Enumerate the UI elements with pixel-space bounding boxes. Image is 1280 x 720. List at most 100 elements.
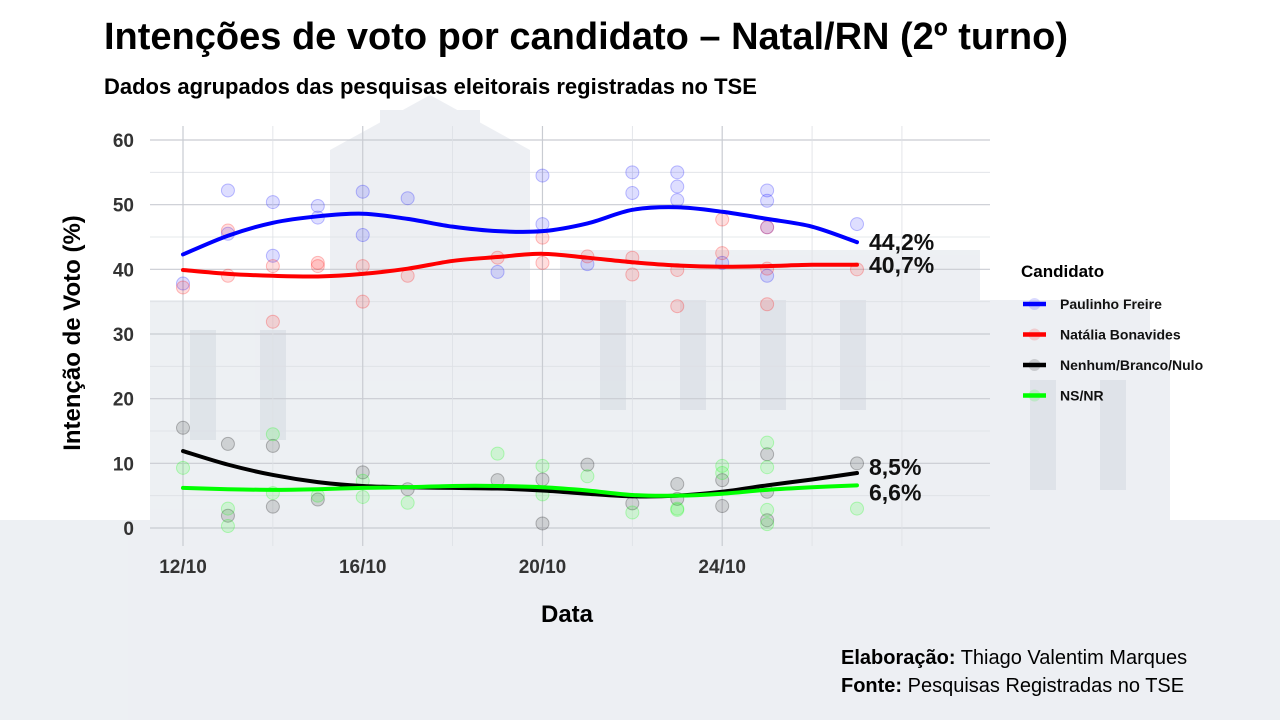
- y-tick-label: 40: [113, 260, 134, 281]
- survey-point-ns-nr: [760, 517, 775, 532]
- end-labels: 44,2%40,7% 8,5%6,6%: [869, 229, 934, 505]
- survey-point-paulinho-freire: [355, 228, 370, 243]
- chart-title: Intenções de voto por candidato – Natal/…: [104, 16, 1068, 58]
- survey-point-ns-nr: [670, 502, 685, 517]
- survey-point-paulinho-freire: [265, 248, 280, 263]
- trend-line-paulinho-freire: [181, 205, 859, 257]
- end-label-paulinho-freire: 44,2%: [869, 229, 934, 255]
- end-label-nenhum-branco-nulo: 8,5%: [869, 454, 921, 480]
- survey-point-paulinho-freire: [760, 183, 775, 198]
- survey-point-paulinho-freire: [670, 193, 685, 208]
- end-label-ns-nr: 6,6%: [869, 479, 921, 505]
- x-tick-label: 24/10: [698, 557, 746, 578]
- survey-point-nenhum-branco-nulo: [265, 438, 280, 453]
- survey-point-nenhum-branco-nulo: [580, 457, 595, 472]
- survey-point-ns-nr: [760, 502, 775, 517]
- survey-point-nenhum-branco-nulo: [265, 499, 280, 514]
- credits-author-line: Elaboração: Thiago Valentim Marques: [841, 644, 1187, 672]
- survey-point-nat-lia-bonavides: [265, 314, 280, 329]
- survey-point-ns-nr: [490, 446, 505, 461]
- trend-line-nat-lia-bonavides: [181, 251, 859, 279]
- legend-swatch-point: [1028, 328, 1041, 341]
- survey-point-nat-lia-bonavides: [310, 259, 325, 274]
- survey-point-ns-nr: [355, 489, 370, 504]
- survey-point-paulinho-freire: [760, 193, 775, 208]
- survey-point-nenhum-branco-nulo: [220, 436, 235, 451]
- survey-point-ns-nr: [535, 458, 550, 473]
- survey-point-ns-nr: [580, 469, 595, 484]
- trend-line-ns-nr: [181, 483, 859, 498]
- survey-point-nenhum-branco-nulo: [535, 472, 550, 487]
- survey-point-ns-nr: [760, 460, 775, 475]
- survey-point-paulinho-freire: [535, 217, 550, 232]
- survey-point-nat-lia-bonavides: [760, 297, 775, 312]
- survey-point-nat-lia-bonavides: [535, 255, 550, 270]
- y-tick-label: 60: [113, 131, 134, 152]
- axes: 0 10 20 30 40 50 60 12/10 16/10 20/10 24/10 Data Int…: [59, 131, 746, 628]
- y-tick-label: 50: [113, 196, 134, 217]
- survey-point-nenhum-branco-nulo: [850, 456, 864, 471]
- credits-source: Pesquisas Registradas no TSE: [907, 675, 1185, 697]
- legend-label: Natália Bonavides: [1060, 327, 1181, 343]
- x-tick-label: 20/10: [519, 557, 567, 578]
- trend-lines: [181, 205, 859, 499]
- legend: Candidato Paulinho Freire Natália Bonavide…: [1021, 262, 1203, 404]
- survey-point-nenhum-branco-nulo: [535, 516, 550, 531]
- survey-point-nat-lia-bonavides: [355, 294, 370, 309]
- survey-point-ns-nr: [670, 501, 685, 516]
- survey-point-ns-nr: [760, 435, 775, 450]
- survey-point-nat-lia-bonavides: [760, 220, 775, 235]
- survey-point-nenhum-branco-nulo: [220, 508, 235, 523]
- survey-point-nat-lia-bonavides: [310, 255, 325, 270]
- survey-point-nenhum-branco-nulo: [760, 513, 775, 528]
- survey-point-nat-lia-bonavides: [715, 246, 730, 261]
- survey-point-ns-nr: [220, 501, 235, 516]
- trend-line-nenhum-branco-nulo: [181, 449, 859, 499]
- legend-label: Paulinho Freire: [1060, 296, 1162, 312]
- credits-author-label: Elaboração:: [841, 647, 956, 669]
- survey-point-paulinho-freire: [625, 165, 640, 180]
- survey-point-paulinho-freire: [265, 195, 280, 210]
- grid: [150, 126, 990, 546]
- survey-point-paulinho-freire: [490, 264, 505, 279]
- survey-point-nenhum-branco-nulo: [715, 473, 730, 488]
- survey-point-ns-nr: [625, 505, 640, 520]
- survey-point-nenhum-branco-nulo: [310, 492, 325, 507]
- survey-point-paulinho-freire: [625, 186, 640, 201]
- y-tick-label: 10: [113, 454, 134, 475]
- survey-point-paulinho-freire: [400, 191, 415, 206]
- survey-point-ns-nr: [220, 519, 235, 534]
- survey-point-nenhum-branco-nulo: [715, 499, 730, 514]
- credits-source-label: Fonte:: [841, 675, 903, 697]
- y-tick-label: 20: [113, 390, 134, 411]
- x-tick-label: 16/10: [339, 557, 387, 578]
- legend-title: Candidato: [1021, 262, 1104, 281]
- credits-source-line: Fonte: Pesquisas Registradas no TSE: [841, 672, 1187, 700]
- credits: Elaboração: Thiago Valentim Marques Font…: [841, 644, 1187, 700]
- survey-point-paulinho-freire: [670, 165, 685, 180]
- survey-point-paulinho-freire: [176, 276, 190, 291]
- end-label-nat-lia-bonavides: 40,7%: [869, 252, 934, 278]
- survey-point-nat-lia-bonavides: [176, 280, 190, 295]
- legend-label: NS/NR: [1060, 388, 1104, 404]
- survey-point-ns-nr: [265, 427, 280, 442]
- x-axis-title: Data: [541, 601, 594, 628]
- survey-point-ns-nr: [715, 458, 730, 473]
- survey-point-nenhum-branco-nulo: [670, 477, 685, 492]
- survey-point-paulinho-freire: [310, 198, 325, 213]
- y-tick-label: 0: [123, 519, 134, 540]
- survey-point-paulinho-freire: [220, 183, 235, 198]
- survey-point-nat-lia-bonavides: [625, 267, 640, 282]
- legend-swatch-point: [1028, 359, 1041, 371]
- y-axis-title: Intenção de Voto (%): [59, 215, 86, 451]
- survey-point-paulinho-freire: [535, 168, 550, 183]
- legend-label: Nenhum/Branco/Nulo: [1060, 357, 1203, 373]
- chart-subtitle: Dados agrupados das pesquisas eleitorais…: [104, 74, 757, 99]
- legend-swatch-point: [1028, 389, 1041, 402]
- survey-point-nenhum-branco-nulo: [760, 447, 775, 462]
- survey-point-nenhum-branco-nulo: [355, 465, 370, 480]
- legend-swatch-point: [1028, 298, 1041, 310]
- survey-point-ns-nr: [176, 460, 190, 475]
- survey-point-ns-nr: [400, 495, 415, 510]
